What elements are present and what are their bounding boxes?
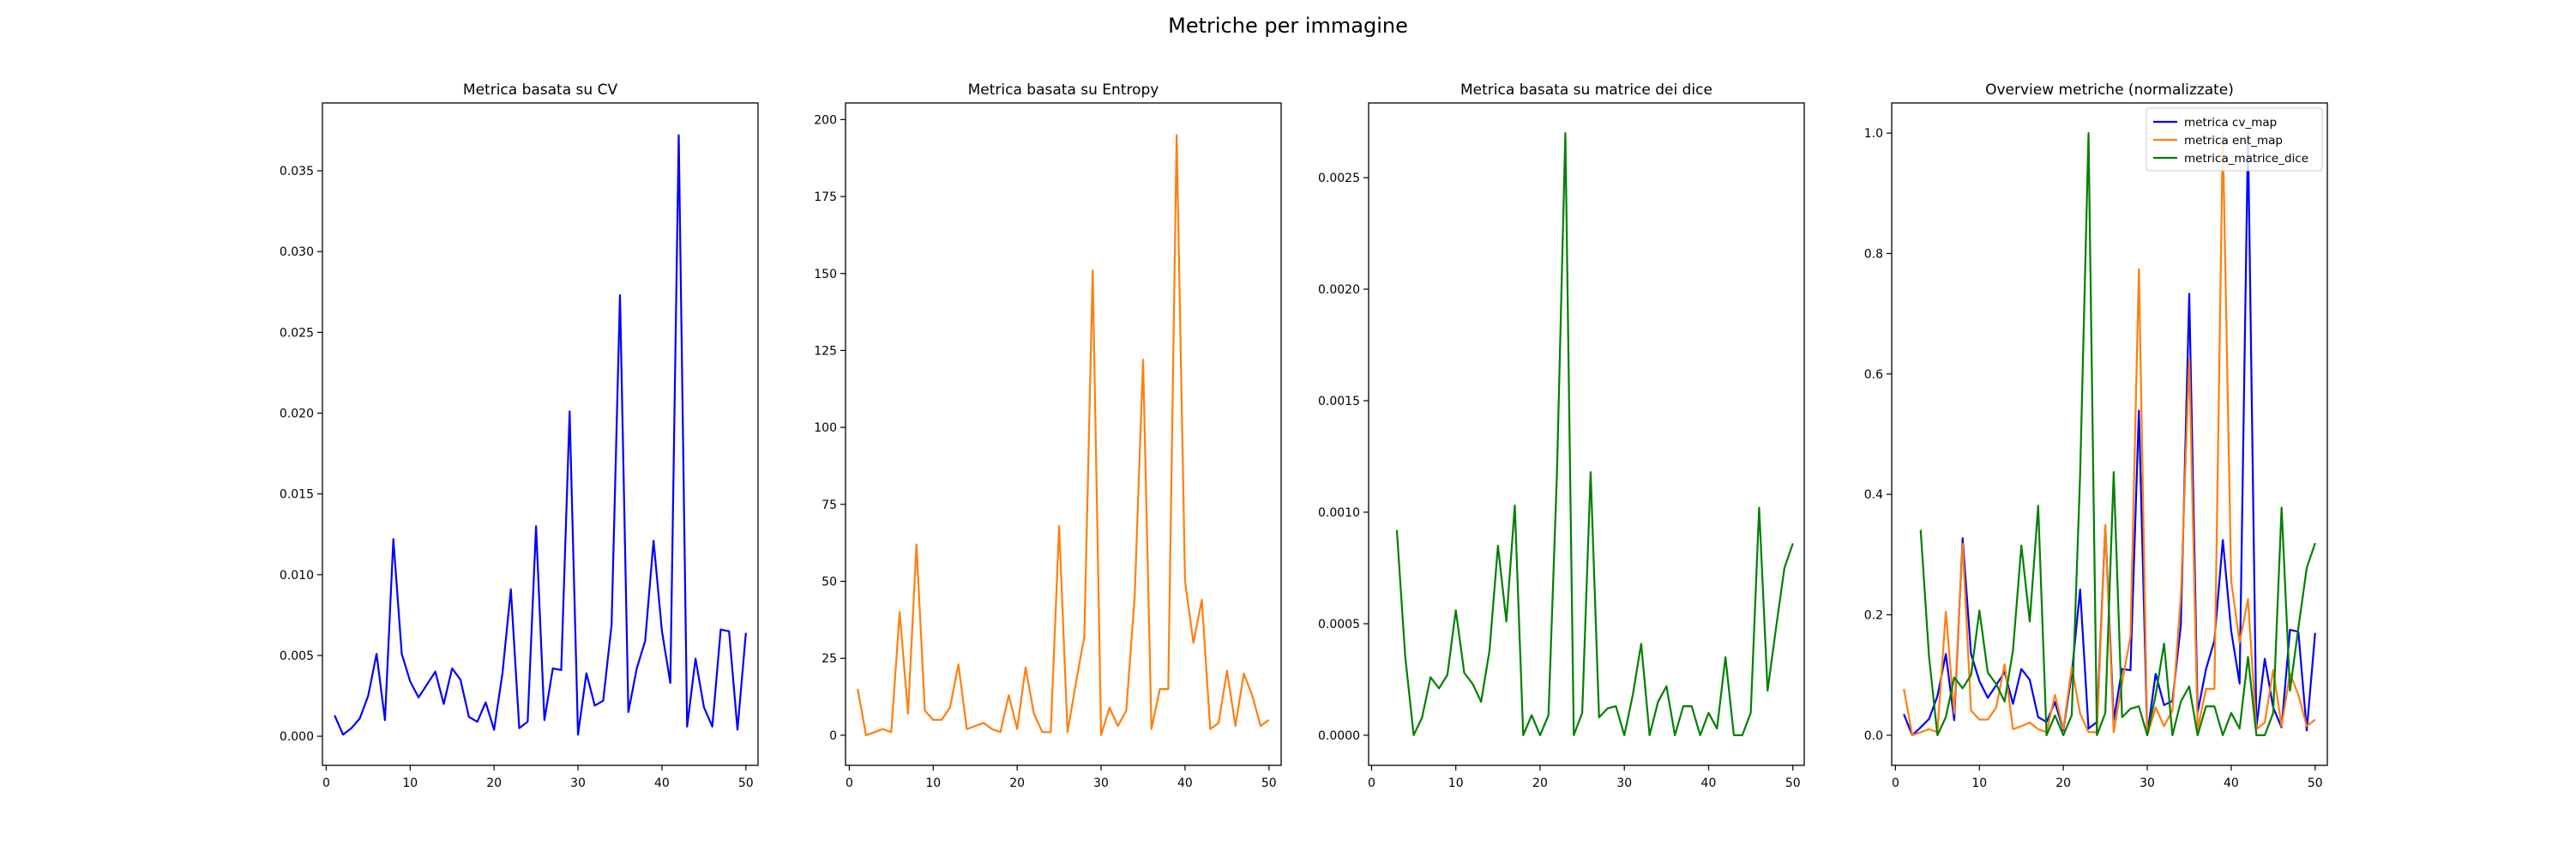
series-line-1	[857, 134, 1270, 737]
subplot-4: Overview metriche (normalizzate) 0 10 20 30 4…	[1864, 82, 2328, 790]
y-tick-label: 0.030	[280, 245, 314, 259]
legend-label: metrica_matrice_dice	[2184, 152, 2308, 166]
y-tick-label: 0.0	[1864, 729, 1883, 743]
y-tick-label: 25	[822, 652, 837, 666]
y-tick-label: 50	[822, 576, 837, 589]
x-tick-label: 20	[486, 776, 502, 790]
x-tick-label: 20	[1532, 776, 1548, 790]
y-tick-label: 0.0000	[1318, 729, 1360, 743]
y-tick-label: 0.6	[1864, 368, 1883, 382]
x-tick-label: 10	[925, 776, 941, 790]
x-tick-label: 40	[1701, 776, 1717, 790]
subplot-title: Overview metriche (normalizzate)	[1985, 82, 2234, 99]
x-tick-label: 0	[1892, 776, 1899, 790]
y-tick-label: 150	[814, 268, 837, 281]
subplot-title: Metrica basata su Entropy	[968, 82, 1159, 99]
x-tick-label: 10	[402, 776, 418, 790]
subplot-title: Metrica basata su CV	[463, 82, 618, 99]
x-tick-label: 50	[1261, 776, 1277, 790]
x-tick-label: 30	[2140, 776, 2155, 790]
series-line-3	[1919, 131, 2316, 737]
figure-title: Metriche per immagine	[1168, 14, 1408, 38]
x-tick-label: 50	[1785, 776, 1801, 790]
x-tick-label: 40	[1177, 776, 1193, 790]
y-tick-label: 0.0025	[1318, 172, 1360, 185]
x-tick-label: 10	[1448, 776, 1464, 790]
x-tick-label: 0	[846, 776, 853, 790]
legend-box	[2146, 107, 2323, 172]
x-tick-label: 50	[2308, 776, 2323, 790]
axes-frame	[845, 102, 1282, 766]
axes-frame	[322, 102, 759, 766]
subplot-title: Metrica basata su matrice dei dice	[1460, 82, 1712, 99]
y-tick-label: 1.0	[1864, 127, 1883, 141]
y-tick-label: 0.035	[280, 165, 314, 178]
y-tick-label: 0.0005	[1318, 618, 1360, 631]
x-tick-label: 40	[654, 776, 670, 790]
x-tick-label: 50	[738, 776, 754, 790]
x-tick-label: 10	[1971, 776, 1987, 790]
y-tick-label: 0	[829, 729, 837, 743]
series-line-1	[334, 134, 747, 736]
y-tick-label: 100	[814, 421, 837, 435]
x-tick-label: 0	[1368, 776, 1375, 790]
y-tick-label: 0.000	[280, 730, 314, 744]
y-tick-label: 0.0010	[1318, 506, 1360, 520]
legend-label: metrica cv_map	[2184, 116, 2277, 130]
y-tick-label: 0.8	[1864, 247, 1883, 261]
y-tick-label: 75	[822, 498, 837, 512]
y-tick-label: 125	[814, 344, 837, 358]
x-tick-label: 0	[322, 776, 330, 790]
y-tick-label: 0.025	[280, 326, 314, 340]
axes-frame	[1891, 102, 2328, 766]
y-tick-label: 0.005	[280, 650, 314, 663]
subplot-1: Metrica basata su CV 0 10 20 30 40 50 0.000 0.00…	[280, 82, 759, 790]
y-tick-label: 200	[814, 113, 837, 127]
y-tick-label: 0.0020	[1318, 283, 1360, 297]
y-tick-label: 0.010	[280, 569, 314, 583]
legend-label: metrica ent_map	[2184, 134, 2283, 148]
axes-frame	[1368, 102, 1805, 766]
y-tick-label: 0.020	[280, 408, 314, 421]
series-line-2	[1903, 131, 2316, 737]
y-tick-label: 0.0015	[1318, 395, 1360, 408]
x-tick-label: 30	[1616, 776, 1632, 790]
y-tick-label: 0.015	[280, 488, 314, 502]
x-tick-label: 20	[2055, 776, 2071, 790]
y-tick-label: 0.2	[1864, 609, 1883, 623]
subplot-3: Metrica basata su matrice dei dice 0 10 20 3…	[1318, 82, 1805, 790]
y-tick-label: 175	[814, 190, 837, 204]
x-tick-label: 40	[2224, 776, 2239, 790]
y-tick-label: 0.4	[1864, 488, 1883, 502]
x-tick-label: 30	[570, 776, 586, 790]
x-tick-label: 20	[1009, 776, 1025, 790]
x-tick-label: 30	[1093, 776, 1109, 790]
series-line-1	[1395, 131, 1794, 737]
subplot-2: Metrica basata su Entropy 0 10 20 30 40 50 0 25 5…	[814, 82, 1282, 790]
